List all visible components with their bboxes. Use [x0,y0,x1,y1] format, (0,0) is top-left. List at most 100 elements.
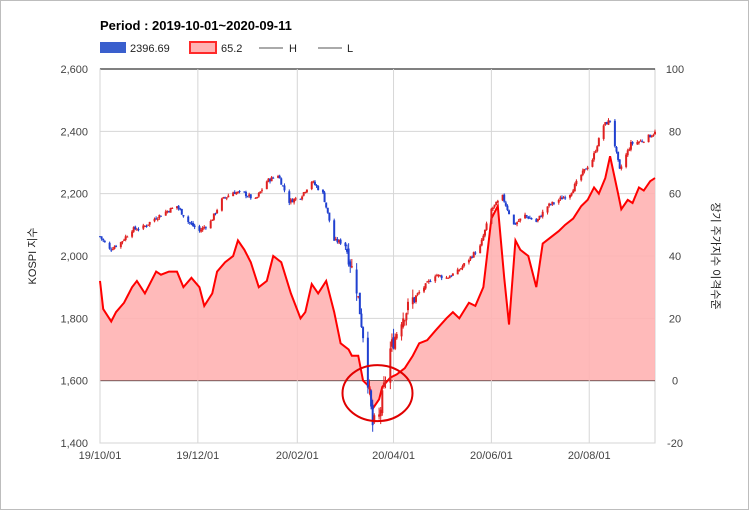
candle-body [557,199,560,203]
candle-body [119,242,122,248]
candle-body [479,245,482,254]
candle-body [538,215,541,219]
candle-body [429,281,432,283]
candle-body [536,218,539,222]
candle-body [373,415,376,423]
y-left-tick-label: 1,400 [60,438,88,450]
candle-body [334,238,337,241]
candle-body [564,197,567,199]
candle-body [508,210,511,214]
candle-body [328,212,331,221]
candle-body [450,275,453,277]
candle-body [111,249,114,251]
legend-swatch-disparity [189,41,217,54]
candle-body [607,120,610,125]
candle-body [491,207,494,209]
legend-label-kospi: 2396.69 [130,43,170,55]
candle-body [124,236,127,240]
candle-body [158,214,161,219]
candle-body [490,208,493,224]
candle-body [530,218,533,220]
candle-body [291,199,294,203]
candle-body [177,205,180,209]
candle-body [346,248,349,252]
candle-body [423,287,426,292]
candle-body [378,414,381,417]
candle-body [198,226,201,231]
candle-body [580,174,583,181]
candle-body [153,218,156,222]
candle-body [216,210,219,214]
candle-body [382,382,385,387]
y-right-tick-label: 40 [669,251,681,263]
candle-body [323,192,326,203]
candle-body [512,214,515,225]
candle-body [155,218,158,220]
disparity-area-fill [100,156,655,409]
y-left-tick-label: 2,200 [60,189,88,201]
y-left-tick-label: 2,600 [60,64,88,76]
candle-body [188,222,191,224]
candle-body [171,207,174,209]
candle-body [620,166,623,169]
candle-body [652,134,655,136]
y-axis-right-title: 장기 주가지수 이격수준 [709,202,722,309]
candle-body [381,390,384,414]
candle-body [270,177,273,182]
y-right-tick-label: 60 [669,189,681,201]
candle-body [416,293,419,295]
candle-body [102,238,105,241]
x-tick-label: 20/04/01 [372,450,415,462]
candle-body [642,141,645,143]
candle-body [524,214,527,219]
candle-body [360,313,363,327]
candle-body [559,197,562,200]
candle-body [269,178,272,182]
candle-body [516,222,519,225]
candle-body [585,168,588,170]
candle-body [471,256,474,258]
x-tick-label: 20/02/01 [276,450,319,462]
candle-body [204,227,207,229]
candle-body [480,239,483,246]
candle-body [288,191,291,203]
candle-body [631,141,634,144]
x-tick-label: 19/10/01 [79,450,122,462]
candle-body [434,276,437,282]
candle-body [586,167,589,169]
candle-body [551,201,554,205]
disparity-area [99,156,656,412]
candle-body [249,194,252,199]
candle-body [618,159,621,169]
candle-body [166,210,169,213]
candle-body [214,213,217,215]
candle-body [310,182,313,190]
candle-body [115,245,118,247]
y-axis-left-title: KOSPI 지수 [26,228,39,285]
candle-body [190,222,193,224]
candle-body [575,180,578,185]
candle-body [456,269,459,275]
candle-body [244,191,247,197]
candle-body [593,153,596,160]
candle-body [256,196,259,198]
candle-body [435,275,438,277]
candle-body [180,208,183,215]
y-right-tick-label: -20 [667,438,683,450]
candle-body [113,246,116,249]
candle-body [461,266,464,269]
annotations [341,364,414,423]
candle-body [403,320,406,322]
candle-body [637,141,640,143]
legend-label-h: H [289,43,297,55]
candle-body [238,190,241,192]
candle-body [142,225,145,229]
candle-body [581,170,584,175]
candle-body [519,218,522,221]
candle-body [280,178,283,185]
candle-body [233,192,236,194]
candle-body [257,193,260,197]
candle-body [540,216,543,218]
candle-body [636,142,639,145]
